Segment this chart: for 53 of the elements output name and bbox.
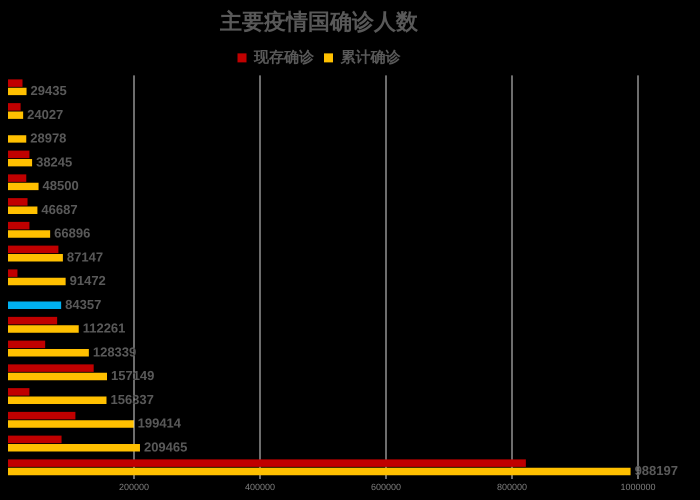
bar <box>8 372 108 380</box>
x-tick-label: 200000 <box>118 482 150 492</box>
bar <box>8 325 79 333</box>
data-label: 28978 <box>30 130 66 146</box>
bar <box>8 412 76 420</box>
bar <box>8 301 62 309</box>
bar <box>8 278 66 286</box>
bar <box>8 459 526 467</box>
bar <box>8 436 62 444</box>
data-label: 38245 <box>36 154 72 170</box>
bar <box>8 88 27 96</box>
data-label: 209465 <box>144 439 188 454</box>
bar <box>8 182 39 190</box>
legend-label: 累计确诊 <box>340 48 402 66</box>
x-tick-label: 800000 <box>496 482 528 492</box>
bar <box>8 396 106 404</box>
bar <box>8 254 63 262</box>
bar <box>8 388 30 396</box>
bar <box>8 150 30 158</box>
bar <box>8 79 22 87</box>
bar <box>8 230 50 238</box>
bar <box>8 348 89 356</box>
bar <box>8 444 140 452</box>
x-tick-label: 400000 <box>244 482 276 492</box>
bar <box>8 340 46 348</box>
data-label: 87147 <box>66 249 104 264</box>
bar <box>8 364 94 372</box>
legend-label: 现存确诊 <box>253 48 315 66</box>
bar <box>8 222 30 230</box>
x-tick-label: 1000000 <box>620 482 656 492</box>
bar <box>8 316 58 324</box>
bar <box>8 206 38 214</box>
data-label: 29435 <box>30 83 67 98</box>
data-label: 199414 <box>138 416 182 431</box>
data-label: 24027 <box>27 106 64 122</box>
bar <box>8 468 631 476</box>
data-label: 112261 <box>82 320 126 336</box>
bar <box>8 158 32 166</box>
bar <box>8 103 21 111</box>
x-tick-label: 600000 <box>370 482 402 492</box>
bar <box>8 135 26 143</box>
data-label: 84357 <box>65 296 102 312</box>
data-label: 66896 <box>54 226 90 241</box>
bar <box>8 246 58 254</box>
bar <box>8 198 28 206</box>
bar <box>8 174 26 182</box>
chart-title: 主要疫情国确诊人数 <box>219 8 419 35</box>
data-label: 46687 <box>41 202 78 217</box>
bar <box>8 420 134 428</box>
bar <box>8 111 24 119</box>
data-label: 48500 <box>42 178 79 194</box>
bar <box>8 269 18 277</box>
data-label: 91472 <box>70 273 106 288</box>
